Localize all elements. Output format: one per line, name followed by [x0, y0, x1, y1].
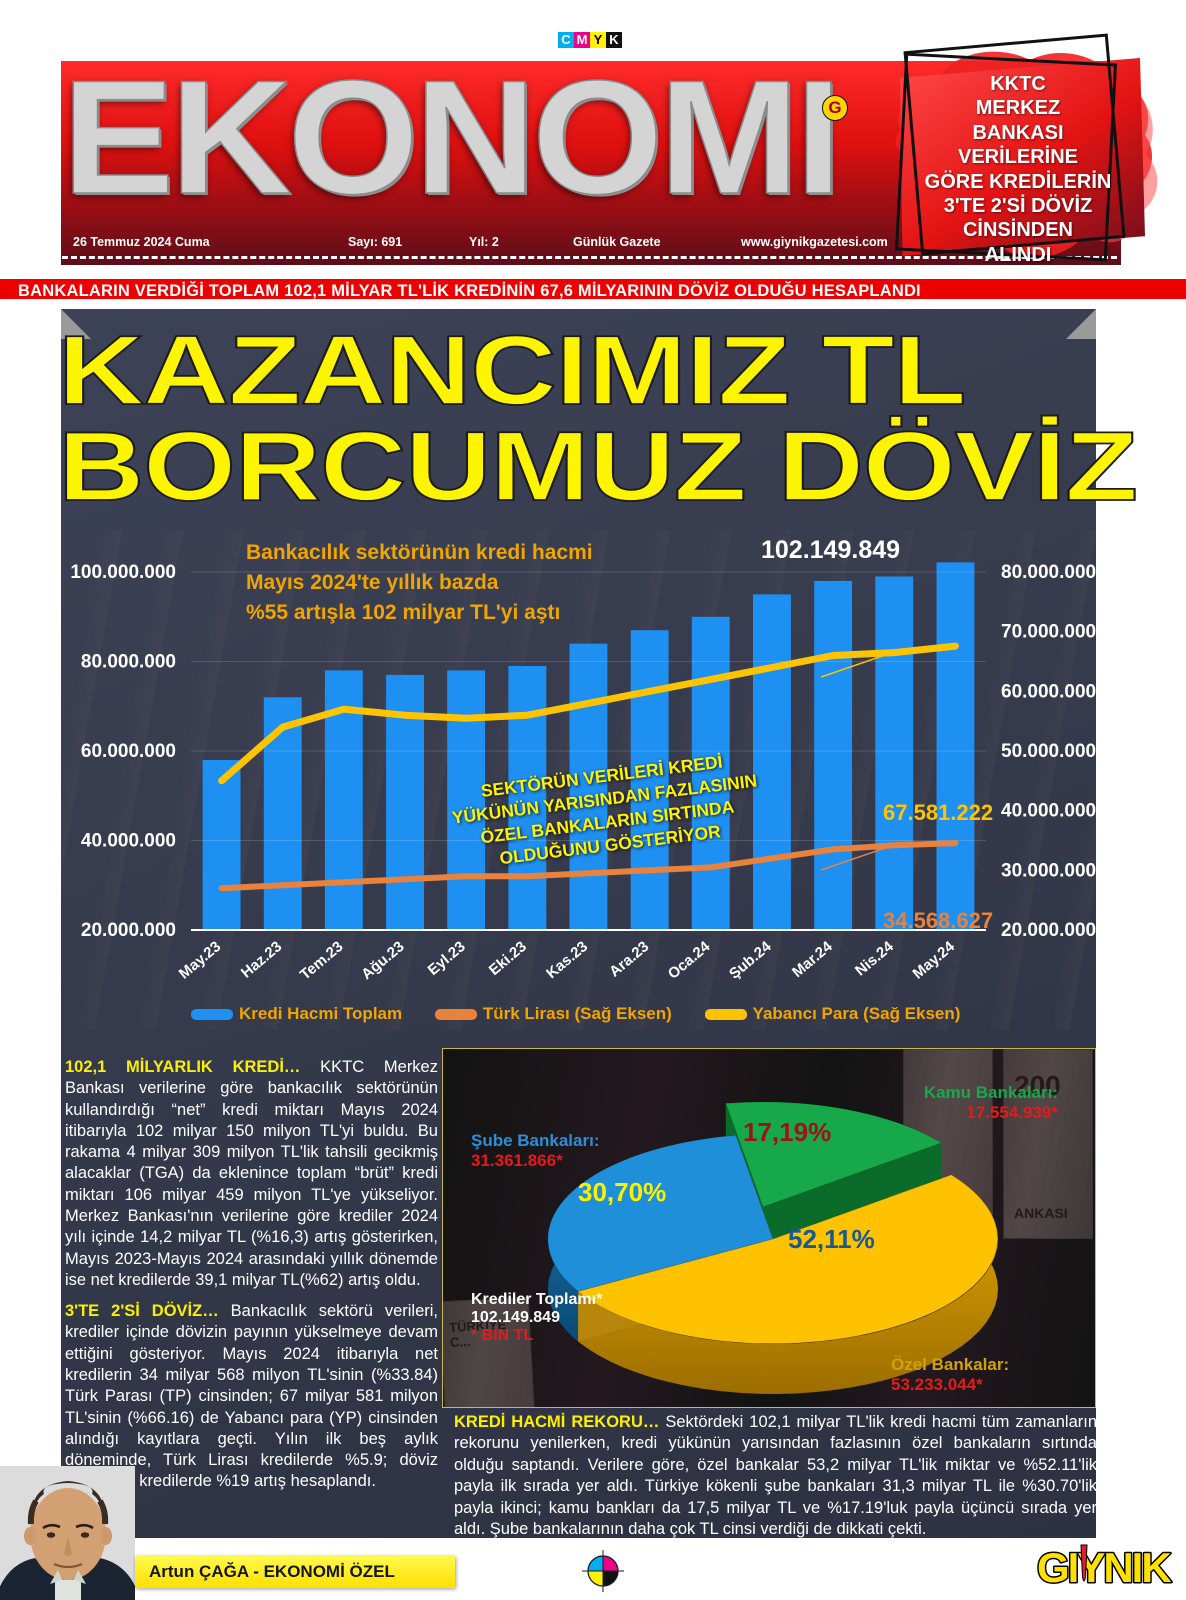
svg-text:Tem.23: Tem.23 — [297, 938, 347, 984]
svg-text:Ağu.23: Ağu.23 — [358, 938, 407, 983]
svg-text:Oca.24: Oca.24 — [665, 938, 714, 983]
svg-text:Haz.23: Haz.23 — [238, 938, 285, 982]
svg-text:80.000.000: 80.000.000 — [1001, 562, 1096, 583]
svg-text:70.000.000: 70.000.000 — [1001, 622, 1096, 643]
svg-text:Şub.24: Şub.24 — [726, 938, 775, 983]
svg-text:Mar.24: Mar.24 — [789, 938, 836, 981]
svg-text:40.000.000: 40.000.000 — [1001, 801, 1096, 822]
svg-text:100.000.000: 100.000.000 — [70, 562, 176, 583]
svg-text:May.23: May.23 — [176, 938, 224, 982]
svg-text:60.000.000: 60.000.000 — [1001, 681, 1096, 702]
svg-text:Eki.23: Eki.23 — [486, 938, 530, 979]
svg-text:60.000.000: 60.000.000 — [81, 741, 176, 762]
svg-text:80.000.000: 80.000.000 — [81, 652, 176, 673]
svg-text:20.000.000: 20.000.000 — [81, 920, 176, 941]
svg-text:GIYNIK: GIYNIK — [1037, 1544, 1171, 1591]
svg-text:Ara.23: Ara.23 — [606, 938, 652, 981]
svg-text:Kas.23: Kas.23 — [543, 938, 591, 982]
svg-text:Eyl.23: Eyl.23 — [425, 938, 469, 979]
svg-text:50.000.000: 50.000.000 — [1001, 741, 1096, 762]
svg-text:May.24: May.24 — [910, 938, 959, 983]
svg-text:40.000.000: 40.000.000 — [81, 831, 176, 852]
svg-text:20.000.000: 20.000.000 — [1001, 920, 1096, 941]
svg-text:Nis.24: Nis.24 — [852, 938, 897, 980]
svg-text:30.000.000: 30.000.000 — [1001, 860, 1096, 881]
